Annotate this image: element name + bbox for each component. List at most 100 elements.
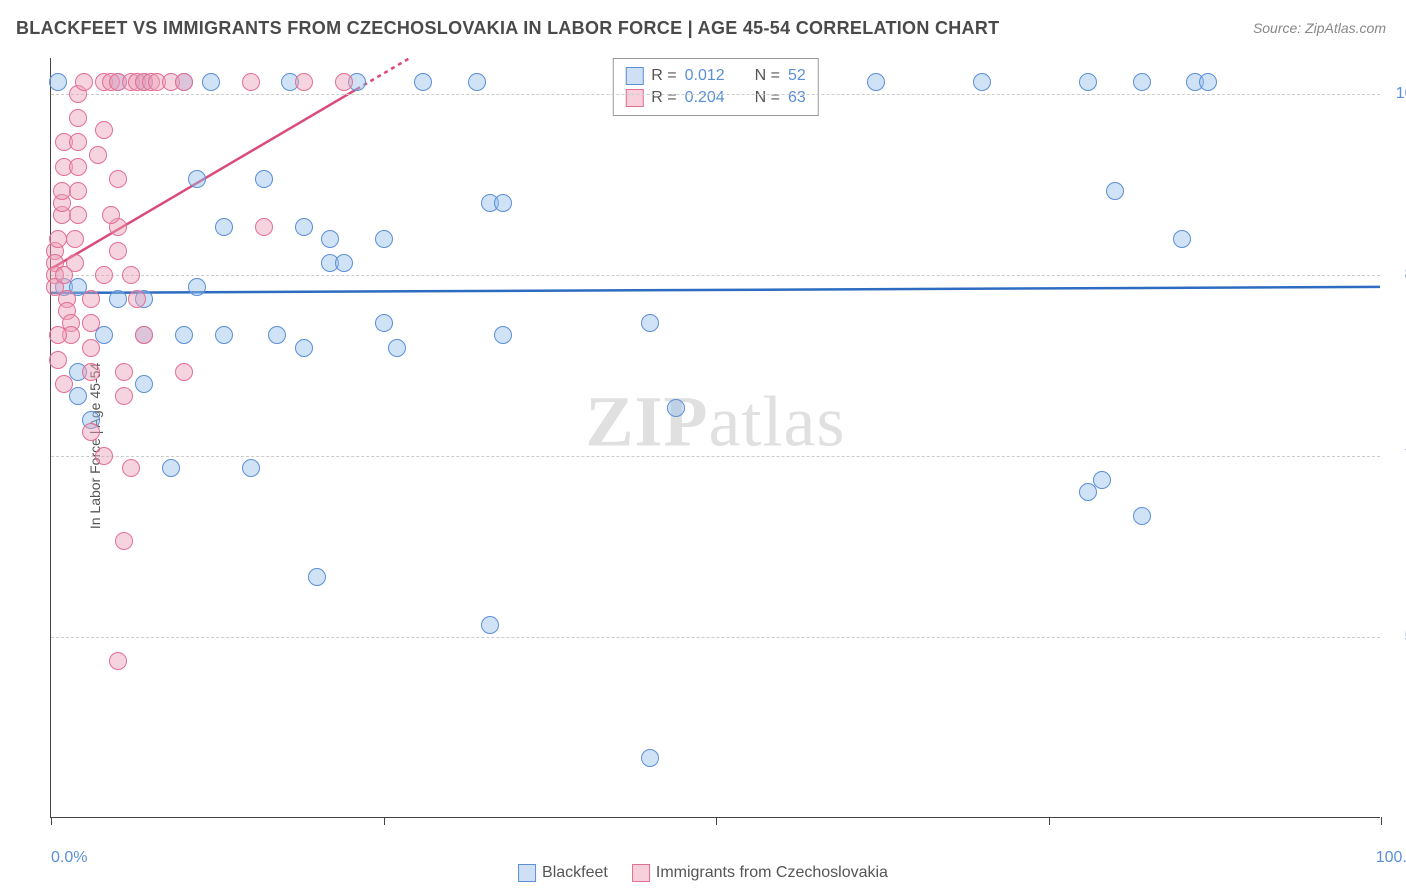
chart-container: BLACKFEET VS IMMIGRANTS FROM CZECHOSLOVA… — [0, 0, 1406, 892]
data-point — [202, 73, 220, 91]
data-point — [69, 206, 87, 224]
data-point — [66, 230, 84, 248]
data-point — [335, 254, 353, 272]
data-point — [135, 326, 153, 344]
data-point — [268, 326, 286, 344]
data-point — [49, 351, 67, 369]
data-point — [109, 170, 127, 188]
data-point — [69, 387, 87, 405]
plot-area: ZIPatlas R =0.012N =52R =0.204N =63 55.0… — [50, 58, 1380, 818]
data-point — [69, 158, 87, 176]
data-point — [115, 387, 133, 405]
data-point — [494, 194, 512, 212]
gridline-horizontal — [51, 637, 1380, 638]
data-point — [82, 314, 100, 332]
data-point — [1173, 230, 1191, 248]
legend-swatch — [625, 89, 643, 107]
chart-title: BLACKFEET VS IMMIGRANTS FROM CZECHOSLOVA… — [16, 18, 999, 39]
data-point — [75, 73, 93, 91]
data-point — [481, 616, 499, 634]
x-tick-mark — [1049, 817, 1050, 825]
data-point — [95, 447, 113, 465]
data-point — [49, 73, 67, 91]
trend-lines-layer — [51, 58, 1380, 817]
data-point — [321, 230, 339, 248]
source-attribution: Source: ZipAtlas.com — [1253, 20, 1386, 36]
data-point — [82, 339, 100, 357]
data-point — [641, 314, 659, 332]
data-point — [175, 363, 193, 381]
data-point — [162, 459, 180, 477]
data-point — [1133, 507, 1151, 525]
gridline-horizontal — [51, 275, 1380, 276]
y-tick-label: 70.0% — [1390, 447, 1406, 465]
data-point — [667, 399, 685, 417]
data-point — [69, 109, 87, 127]
x-tick-label-left: 0.0% — [51, 849, 87, 867]
legend-swatch — [625, 67, 643, 85]
data-point — [1199, 73, 1217, 91]
legend-stats-box: R =0.012N =52R =0.204N =63 — [612, 58, 818, 116]
data-point — [295, 218, 313, 236]
x-tick-mark — [51, 817, 52, 825]
data-point — [1079, 73, 1097, 91]
data-point — [1093, 471, 1111, 489]
x-tick-mark — [1381, 817, 1382, 825]
data-point — [115, 363, 133, 381]
data-point — [109, 290, 127, 308]
y-tick-label: 85.0% — [1390, 266, 1406, 284]
data-point — [308, 568, 326, 586]
data-point — [69, 182, 87, 200]
x-tick-label-right: 100.0% — [1376, 849, 1406, 867]
data-point — [295, 73, 313, 91]
data-point — [175, 73, 193, 91]
x-tick-mark — [384, 817, 385, 825]
data-point — [242, 73, 260, 91]
data-point — [49, 326, 67, 344]
data-point — [55, 375, 73, 393]
data-point — [135, 375, 153, 393]
data-point — [69, 133, 87, 151]
data-point — [49, 230, 67, 248]
data-point — [122, 266, 140, 284]
data-point — [66, 254, 84, 272]
data-point — [82, 423, 100, 441]
gridline-horizontal — [51, 94, 1380, 95]
data-point — [128, 290, 146, 308]
y-tick-label: 55.0% — [1390, 628, 1406, 646]
data-point — [109, 242, 127, 260]
data-point — [1106, 182, 1124, 200]
data-point — [375, 230, 393, 248]
legend-stats-row: R =0.204N =63 — [625, 87, 805, 109]
legend-stats-row: R =0.012N =52 — [625, 65, 805, 87]
data-point — [89, 146, 107, 164]
data-point — [973, 73, 991, 91]
data-point — [82, 290, 100, 308]
data-point — [109, 652, 127, 670]
data-point — [175, 326, 193, 344]
data-point — [188, 278, 206, 296]
data-point — [215, 218, 233, 236]
data-point — [95, 266, 113, 284]
data-point — [242, 459, 260, 477]
data-point — [122, 459, 140, 477]
gridline-horizontal — [51, 456, 1380, 457]
data-point — [388, 339, 406, 357]
data-point — [95, 121, 113, 139]
data-point — [641, 749, 659, 767]
data-point — [255, 170, 273, 188]
data-point — [335, 73, 353, 91]
data-point — [82, 363, 100, 381]
data-point — [867, 73, 885, 91]
x-tick-mark — [716, 817, 717, 825]
data-point — [188, 170, 206, 188]
data-point — [375, 314, 393, 332]
data-point — [215, 326, 233, 344]
data-point — [414, 73, 432, 91]
data-point — [102, 206, 120, 224]
data-point — [468, 73, 486, 91]
y-tick-label: 100.0% — [1390, 85, 1406, 103]
legend-item: Immigrants from Czechoslovakia — [632, 864, 888, 882]
legend-swatch — [632, 864, 650, 882]
data-point — [115, 532, 133, 550]
